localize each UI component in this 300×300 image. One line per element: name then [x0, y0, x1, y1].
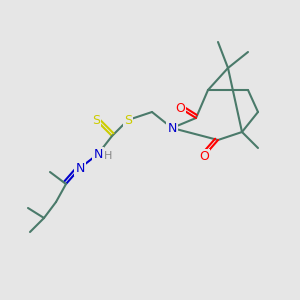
Text: O: O: [199, 149, 209, 163]
Text: O: O: [175, 101, 185, 115]
Text: N: N: [167, 122, 177, 134]
Text: N: N: [75, 161, 85, 175]
Text: H: H: [104, 151, 112, 161]
Text: S: S: [124, 113, 132, 127]
Text: N: N: [93, 148, 103, 160]
Text: S: S: [92, 113, 100, 127]
